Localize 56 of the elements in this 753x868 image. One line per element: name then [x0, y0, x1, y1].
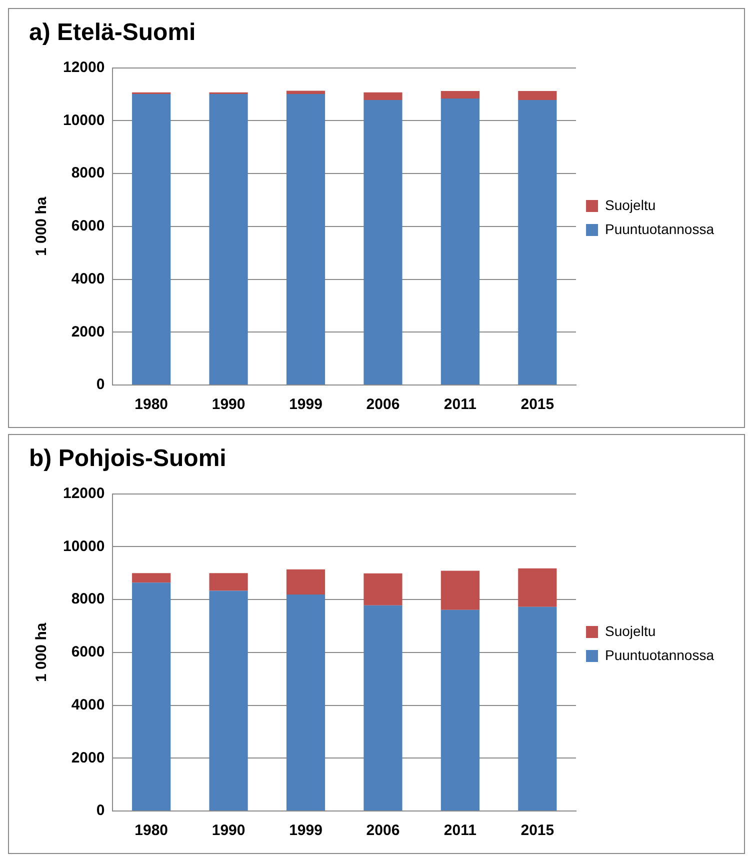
y-tick-label: 0 — [96, 376, 105, 394]
x-tick-label: 1999 — [289, 822, 322, 840]
x-tick-label: 1990 — [212, 396, 246, 414]
x-tick-label: 2006 — [366, 822, 400, 840]
bar — [209, 590, 248, 810]
bar — [364, 573, 402, 606]
bar — [209, 573, 248, 591]
y-tick-label: 12000 — [62, 484, 105, 502]
bar — [440, 98, 480, 384]
bar — [440, 610, 480, 810]
chart-title: b) Pohjois-Suomi — [29, 445, 226, 472]
bar — [364, 605, 402, 810]
legend-label: Suojeltu — [605, 622, 656, 639]
x-tick-label: 1980 — [134, 822, 168, 840]
x-tick-label: 1999 — [289, 396, 322, 414]
x-tick-label: 2006 — [366, 396, 400, 414]
bar — [132, 94, 171, 384]
y-tick-label: 4000 — [71, 270, 105, 288]
y-axis-title: 1 000 ha — [33, 196, 50, 256]
bar — [364, 92, 402, 100]
chart-title: a) Etelä-Suomi — [29, 19, 196, 46]
x-tick-label: 2011 — [444, 822, 476, 840]
bar — [440, 570, 480, 610]
x-tick-label: 2015 — [520, 822, 554, 840]
y-tick-label: 2000 — [71, 323, 105, 340]
y-tick-label: 6000 — [71, 644, 105, 661]
legend-label: Puuntuotannossa — [605, 220, 714, 237]
y-tick-label: 12000 — [62, 58, 105, 76]
x-tick-label: 1990 — [212, 822, 246, 840]
bar — [286, 594, 326, 810]
bar — [364, 100, 402, 384]
y-tick-label: 8000 — [71, 164, 105, 182]
y-tick-label: 6000 — [71, 218, 105, 235]
bar — [518, 91, 557, 100]
bar — [286, 569, 326, 595]
bar — [286, 94, 326, 384]
y-axis-title: 1 000 ha — [33, 622, 50, 682]
legend-label: Puuntuotannossa — [605, 646, 714, 663]
bar — [518, 100, 557, 384]
x-tick-label: 2015 — [520, 396, 554, 414]
x-tick-label: 1980 — [134, 396, 168, 414]
y-tick-label: 2000 — [71, 749, 105, 766]
bar — [518, 606, 557, 810]
y-tick-label: 10000 — [62, 538, 105, 555]
x-tick-label: 2011 — [444, 396, 476, 414]
bar — [132, 573, 171, 583]
y-tick-label: 8000 — [71, 590, 105, 608]
bar — [440, 91, 480, 98]
y-tick-label: 4000 — [71, 696, 105, 714]
bar — [132, 582, 171, 810]
y-tick-label: 10000 — [62, 112, 105, 129]
bar — [286, 90, 326, 94]
bar — [518, 568, 557, 607]
legend-label: Suojeltu — [605, 196, 656, 213]
bar — [209, 94, 248, 384]
y-tick-label: 0 — [96, 802, 105, 820]
